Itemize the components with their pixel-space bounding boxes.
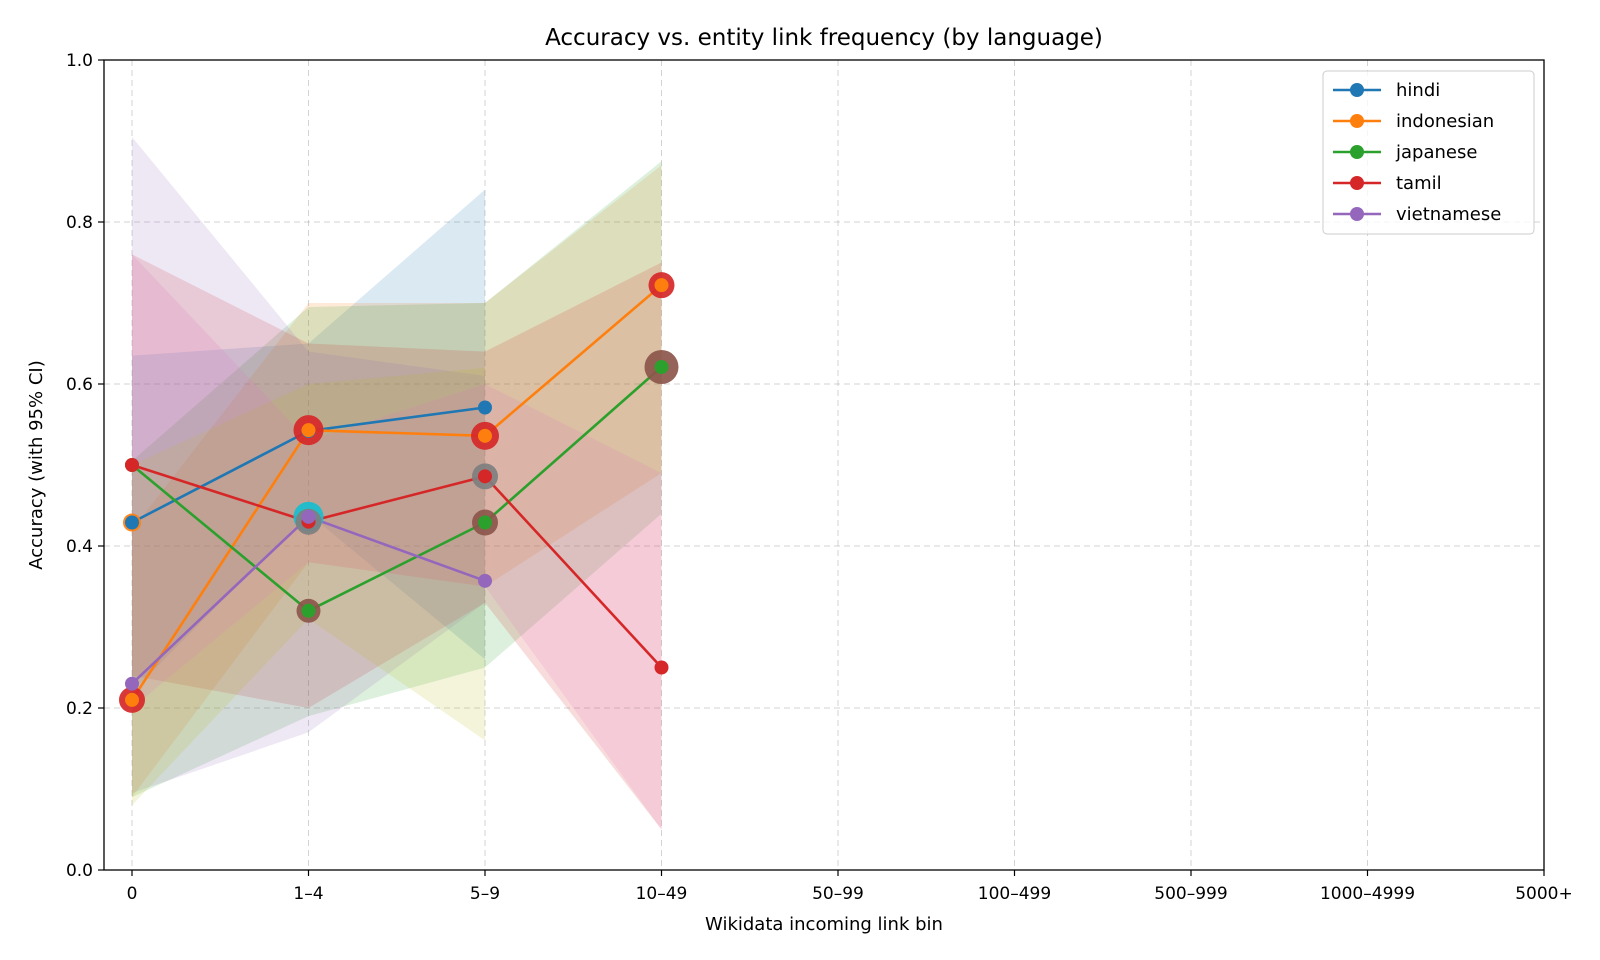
- legend-swatch-marker: [1350, 176, 1364, 190]
- data-point-vietnamese: [301, 509, 316, 524]
- plot-frame: [103, 59, 1545, 871]
- x-axis-label: Wikidata incoming link bin: [705, 914, 943, 935]
- y-axis-label: Accuracy (with 95% CI): [26, 360, 47, 569]
- data-point-vietnamese: [125, 676, 139, 691]
- y-tick-label: 0.6: [66, 375, 93, 395]
- data-point-hindi: [478, 400, 492, 415]
- confidence-band: [132, 136, 485, 794]
- data-point-tamil: [478, 469, 492, 484]
- data-point-hindi: [125, 515, 139, 530]
- data-point-indonesian: [478, 428, 492, 443]
- confidence-band: [132, 254, 662, 830]
- y-axis-ticks: 0.0 0.2 0.4 0.6 0.8 1.0: [66, 51, 104, 881]
- legend-label: tamil: [1396, 173, 1442, 194]
- y-tick-label: 1.0: [66, 51, 93, 71]
- series-line-indonesian: [130, 284, 663, 701]
- legend-label: indonesian: [1396, 111, 1494, 132]
- legend-swatch-marker: [1350, 207, 1364, 221]
- legend: hindi indonesian japanese tamil vietnamese: [1322, 70, 1535, 235]
- legend-label: hindi: [1396, 80, 1440, 101]
- x-tick-label: 1000–4999: [1320, 884, 1415, 904]
- y-tick-label: 0.4: [66, 537, 93, 557]
- data-point-indonesian: [125, 692, 139, 707]
- data-point-indonesian: [654, 278, 669, 293]
- legend-box: [1322, 70, 1535, 235]
- x-tick-label: 500–999: [1154, 884, 1227, 904]
- data-point-tamil: [654, 660, 669, 675]
- series-line-tamil: [131, 463, 663, 669]
- x-axis-ticks: 0 1–4 5–9 10–49 50–99 100–499 500–999 1000–4999…: [127, 870, 1573, 904]
- confidence-band: [132, 161, 662, 798]
- legend-label: japanese: [1395, 142, 1477, 163]
- series-points: [125, 278, 669, 707]
- data-point-japanese: [301, 603, 316, 618]
- data-point-japanese: [478, 515, 492, 530]
- x-tick-label: 5000+: [1515, 884, 1573, 904]
- legend-label: vietnamese: [1396, 204, 1501, 225]
- data-point-tamil: [125, 458, 139, 472]
- x-tick-label: 10–49: [636, 884, 688, 904]
- x-tick-label: 0: [127, 884, 138, 904]
- legend-swatch-marker: [1350, 114, 1364, 128]
- series-line-japanese: [131, 366, 663, 613]
- data-point-indonesian: [301, 423, 316, 438]
- x-tick-label: 5–9: [470, 884, 500, 904]
- data-point-japanese: [654, 359, 669, 374]
- x-tick-label: 50–99: [812, 884, 864, 904]
- y-tick-label: 0.8: [66, 213, 93, 233]
- chart-title: Accuracy vs. entity link frequency (by l…: [545, 25, 1103, 51]
- confidence-bands: [132, 136, 662, 830]
- legend-swatch-marker: [1350, 83, 1364, 97]
- y-tick-label: 0.0: [66, 861, 93, 881]
- y-tick-label: 0.2: [66, 699, 93, 719]
- x-tick-label: 1–4: [293, 884, 323, 904]
- x-tick-label: 100–499: [978, 884, 1051, 904]
- confidence-band: [132, 165, 662, 798]
- data-point-vietnamese: [478, 573, 492, 588]
- legend-swatch-marker: [1350, 145, 1364, 159]
